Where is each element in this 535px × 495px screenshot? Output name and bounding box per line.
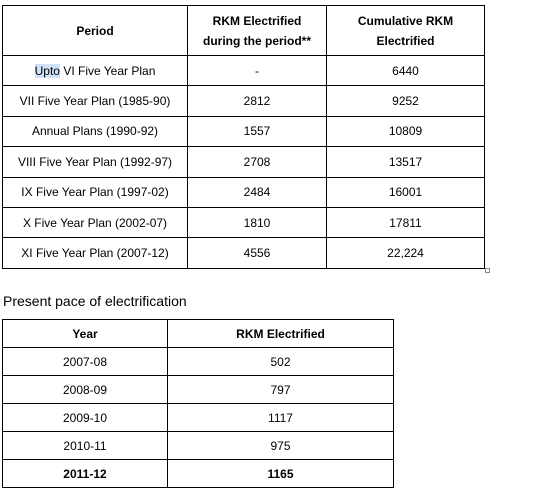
rkm-cell[interactable]: 975 [167,431,394,460]
table-row: VIII Five Year Plan (1992-97) 2708 13517 [2,146,485,178]
cumulative-cell[interactable]: 16001 [326,176,485,208]
rkm-electrification-table: Period RKM Electrified during the period… [2,5,485,269]
present-pace-table: Year RKM Electrified 2007-08 502 2008-09… [2,319,394,488]
period-cell[interactable]: VII Five Year Plan (1985-90) [2,85,188,117]
table-row: Annual Plans (1990-92) 1557 10809 [2,115,485,148]
selected-text: Upto [34,63,60,78]
period-cell[interactable]: IX Five Year Plan (1997-02) [2,176,188,208]
header-cumulative-line1: Cumulative RKM [357,13,454,28]
period-cell[interactable]: XI Five Year Plan (2007-12) [2,237,188,269]
rkm-during-cell[interactable]: 2708 [187,146,327,178]
year-cell[interactable]: 2010-11 [2,431,168,460]
header-year[interactable]: Year [2,319,168,348]
period-cell[interactable]: VIII Five Year Plan (1992-97) [2,146,188,178]
rkm-cell[interactable]: 1165 [167,459,394,488]
table-row: 2008-09 797 [2,375,394,404]
table-row: VII Five Year Plan (1985-90) 2812 9252 [2,85,485,117]
rkm-during-cell[interactable]: 2812 [187,85,327,117]
rkm-cell[interactable]: 1117 [167,403,394,432]
table-row: XI Five Year Plan (2007-12) 4556 22,224 [2,237,485,269]
table-resize-handle[interactable] [485,268,490,273]
cumulative-cell[interactable]: 13517 [326,146,485,178]
section-heading: Present pace of electrification [3,293,187,309]
table-row: Upto VI Five Year Plan - 6440 [2,54,485,87]
year-cell[interactable]: 2011-12 [2,459,168,488]
rkm-during-cell[interactable]: - [187,54,327,87]
period-cell[interactable]: X Five Year Plan (2002-07) [2,206,188,239]
year-cell[interactable]: 2009-10 [2,403,168,432]
rkm-during-cell[interactable]: 2484 [187,176,327,208]
year-cell[interactable]: 2008-09 [2,375,168,404]
cumulative-cell[interactable]: 9252 [326,85,485,117]
header-rkm-during-period[interactable]: RKM Electrified during the period** [187,5,327,56]
table-row: 2007-08 502 [2,347,394,376]
header-period[interactable]: Period [2,5,188,56]
table-row: X Five Year Plan (2002-07) 1810 17811 [2,206,485,239]
header-rkm-during-line1: RKM Electrified [212,13,302,28]
table-header-row: Period RKM Electrified during the period… [2,5,485,56]
cumulative-cell[interactable]: 10809 [326,115,485,148]
rkm-cell[interactable]: 797 [167,375,394,404]
rkm-during-cell[interactable]: 1810 [187,206,327,239]
cumulative-cell[interactable]: 17811 [326,206,485,239]
period-cell[interactable]: Annual Plans (1990-92) [2,115,188,148]
header-cumulative-line2: Electrified [376,33,435,48]
table-row-highlighted: 2011-12 1165 [2,459,394,488]
table-header-row: Year RKM Electrified [2,319,394,348]
table-row: IX Five Year Plan (1997-02) 2484 16001 [2,176,485,208]
period-text: VI Five Year Plan [59,63,156,78]
period-cell[interactable]: Upto VI Five Year Plan [2,54,188,87]
table-row: 2009-10 1117 [2,403,394,432]
cumulative-cell[interactable]: 6440 [326,54,485,87]
table-row: 2010-11 975 [2,431,394,460]
header-rkm-electrified[interactable]: RKM Electrified [167,319,394,348]
year-cell[interactable]: 2007-08 [2,347,168,376]
rkm-during-cell[interactable]: 1557 [187,115,327,148]
cumulative-cell[interactable]: 22,224 [326,237,485,269]
rkm-cell[interactable]: 502 [167,347,394,376]
rkm-during-cell[interactable]: 4556 [187,237,327,269]
header-rkm-during-line2: during the period** [203,33,311,48]
header-cumulative-rkm[interactable]: Cumulative RKM Electrified [326,5,485,56]
